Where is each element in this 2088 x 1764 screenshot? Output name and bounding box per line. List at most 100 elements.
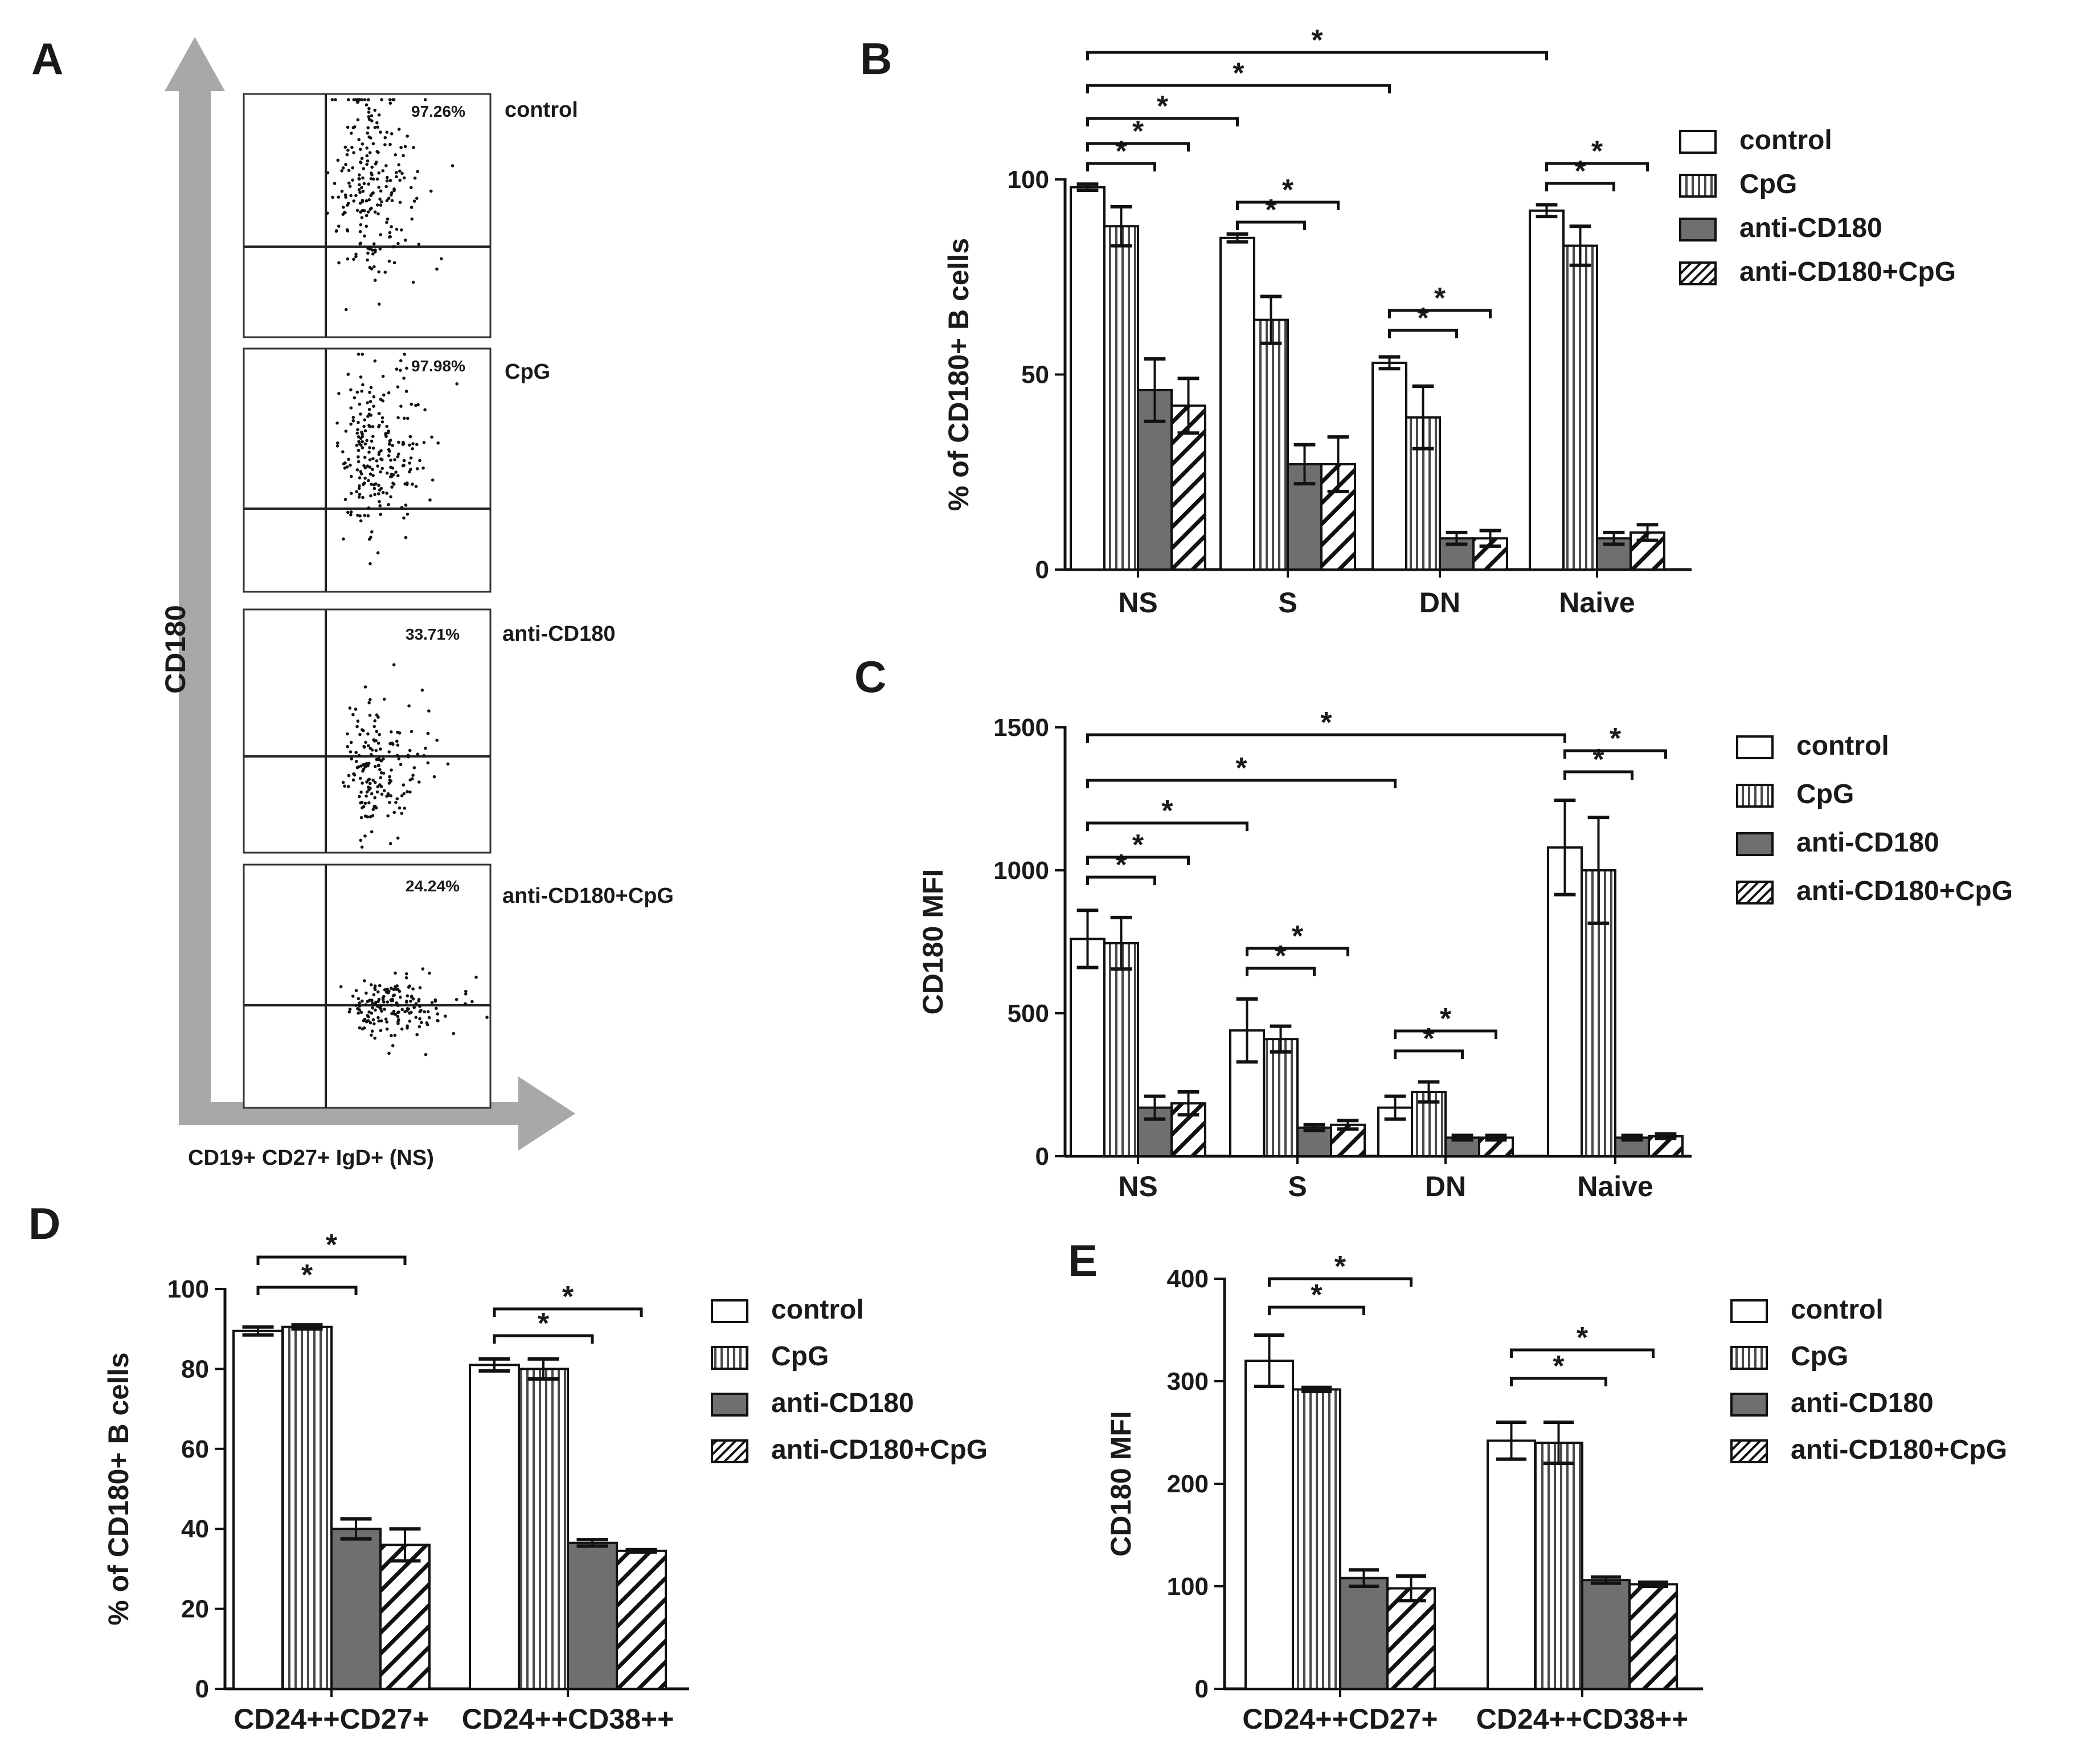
scatter-dot	[383, 988, 387, 992]
scatter-dot	[371, 457, 375, 461]
scatter-dot	[410, 730, 413, 734]
scatter-dot	[378, 488, 382, 492]
scatter-dot	[402, 792, 406, 796]
scatter-dot	[358, 795, 361, 799]
scatter-dot	[375, 790, 379, 794]
scatter-dot	[374, 482, 378, 486]
scatter-dot	[355, 468, 359, 472]
scatter-dot	[386, 175, 389, 179]
significance-star: *	[1423, 1022, 1435, 1055]
scatter-dot	[388, 775, 391, 779]
category-label-s: S	[1278, 587, 1297, 619]
scatter-dot	[366, 251, 370, 255]
scatter-dot	[359, 816, 363, 820]
y-tick-label: 1500	[993, 714, 1049, 742]
scatter-dot	[369, 194, 372, 198]
scatter-dot	[365, 214, 369, 218]
scatter-dot	[387, 1051, 391, 1055]
scatter-dot	[370, 998, 374, 1002]
scatter-dot	[354, 707, 358, 711]
scatter-dot	[376, 203, 379, 207]
significance-bracket	[256, 1286, 358, 1295]
percent-label: 24.24%	[406, 877, 460, 895]
scatter-dot	[392, 1009, 396, 1013]
scatter-dot	[380, 200, 383, 204]
category-label-naive: Naive	[1577, 1170, 1653, 1202]
significance-star: *	[326, 1229, 338, 1262]
scatter-dot	[370, 830, 374, 834]
legend-label-cpg: CpG	[771, 1341, 829, 1372]
scatter-dot	[362, 1019, 366, 1022]
scatter-dot	[388, 449, 391, 453]
scatter-dot	[376, 492, 380, 496]
scatter-dot	[391, 997, 394, 1001]
bar-control-ns	[1070, 186, 1106, 571]
scatter-dot	[424, 746, 427, 750]
scatter-dot	[349, 194, 353, 198]
scatter-dot	[367, 117, 371, 121]
scatter-dot	[342, 537, 345, 541]
scatter-dot	[385, 795, 388, 798]
scatter-dot	[390, 730, 393, 734]
scatter-dot	[384, 164, 388, 167]
panel-b-legend: control CpG anti-CD180 anti-CD180+CpG	[1679, 125, 1956, 287]
scatter-dot	[371, 191, 375, 195]
category-label-cd24-cd27: CD24++CD27+	[234, 1703, 429, 1735]
scatter-dot	[417, 1025, 421, 1029]
scatter-dot	[346, 203, 349, 207]
scatter-dot	[373, 493, 376, 496]
bar-cpg-ns	[1103, 225, 1139, 571]
scatter-dot	[358, 1026, 362, 1030]
scatter-dot	[408, 435, 412, 439]
scatter-dot	[370, 114, 374, 118]
scatter-dot	[388, 778, 392, 782]
bar-anti-cd180-cd24-cd27	[330, 1528, 382, 1690]
category-label-ns: NS	[1118, 1170, 1157, 1202]
scatter-dot	[326, 171, 330, 175]
scatter-dot	[349, 750, 353, 754]
scatter-dot	[368, 714, 372, 717]
scatter-dot	[357, 460, 361, 464]
scatter-dot	[385, 130, 389, 134]
scatter-dot	[350, 492, 353, 495]
scatter-dot	[377, 113, 381, 117]
scatter-dot	[417, 998, 421, 1001]
scatter-dot	[400, 794, 404, 797]
scatter-dot	[413, 176, 417, 180]
scatter-dot	[420, 688, 424, 692]
significance-bracket	[1388, 329, 1458, 338]
scatter-dot	[464, 989, 468, 993]
scatter-dot	[383, 1008, 386, 1011]
scatter-dot	[371, 814, 375, 817]
scatter-dot	[365, 790, 369, 794]
panel-label-b: B	[860, 34, 892, 84]
scatter-dot	[361, 200, 365, 203]
scatter-dot	[396, 836, 400, 840]
scatter-dot	[345, 465, 349, 469]
scatter-dot	[411, 987, 415, 991]
category-label-dn: DN	[1419, 587, 1460, 619]
scatter-dot	[412, 766, 416, 770]
significance-star: *	[1115, 135, 1127, 168]
scatter-dot	[354, 255, 358, 259]
scatter-dot	[400, 506, 404, 509]
scatter-dot	[384, 433, 388, 437]
scatter-dot	[385, 424, 388, 428]
scatter-dot	[379, 457, 383, 461]
scatter-dot	[444, 1014, 447, 1018]
y-tick-label: 80	[181, 1355, 209, 1383]
scatter-dot	[347, 169, 351, 173]
scatter-dot	[350, 474, 353, 478]
scatter-dot	[359, 791, 363, 794]
scatter-dot	[402, 459, 406, 463]
scatter-dot	[377, 425, 380, 429]
flow-plot-anti-cd180-cpg: 24.24% anti-CD180+CpG	[243, 863, 674, 1109]
scatter-dot	[430, 1001, 434, 1005]
scatter-dot	[358, 776, 362, 780]
scatter-dot	[358, 183, 361, 187]
scatter-dot	[361, 999, 364, 1003]
scatter-dot	[339, 985, 343, 989]
significance-star: *	[1434, 282, 1446, 315]
scatter-dot	[367, 408, 371, 411]
scatter-dot	[405, 482, 409, 486]
